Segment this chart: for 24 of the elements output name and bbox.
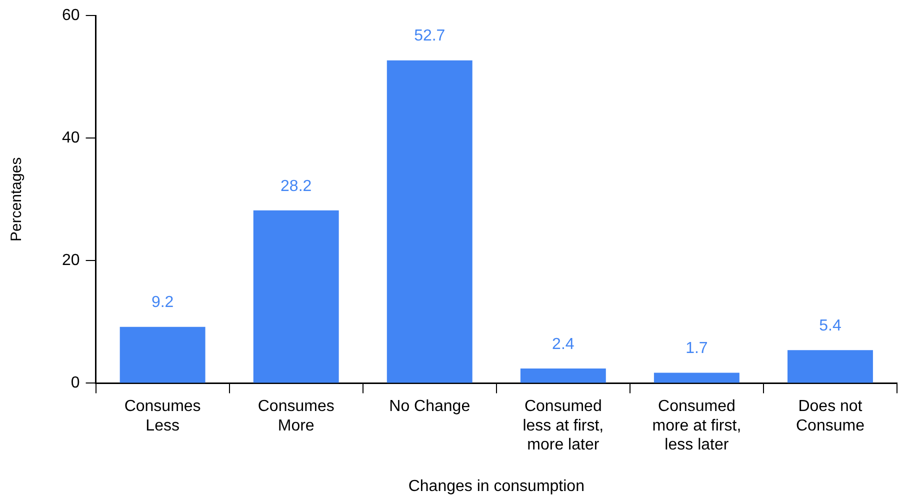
x-tick-label: Consumed more at first, less later (652, 398, 742, 454)
y-tick-label: 40 (62, 130, 80, 147)
bar (120, 326, 206, 383)
data-label: 9.2 (151, 294, 174, 312)
x-tick-label: Does not Consume (796, 398, 865, 434)
bar (520, 368, 606, 383)
data-label: 5.4 (819, 318, 842, 335)
y-tick-label: 20 (62, 252, 80, 270)
data-label: 52.7 (414, 28, 446, 45)
y-tick-label: 0 (70, 374, 80, 392)
data-label: 28.2 (280, 178, 312, 195)
y-axis-title: Percentages (8, 157, 26, 242)
x-tick-label: No Change (389, 398, 470, 416)
data-label: 1.7 (686, 340, 708, 358)
data-label: 2.4 (552, 336, 574, 353)
x-tick-label: Consumed less at first, more later (522, 398, 604, 454)
bar (386, 60, 472, 383)
bar (788, 350, 873, 383)
x-axis-title: Changes in consumption (408, 478, 584, 495)
x-tick-label: Consumes Less (124, 398, 201, 434)
bar (654, 372, 740, 383)
x-tick-label: Consumes More (258, 398, 334, 434)
bar (253, 210, 339, 383)
y-tick-label: 60 (62, 7, 80, 24)
